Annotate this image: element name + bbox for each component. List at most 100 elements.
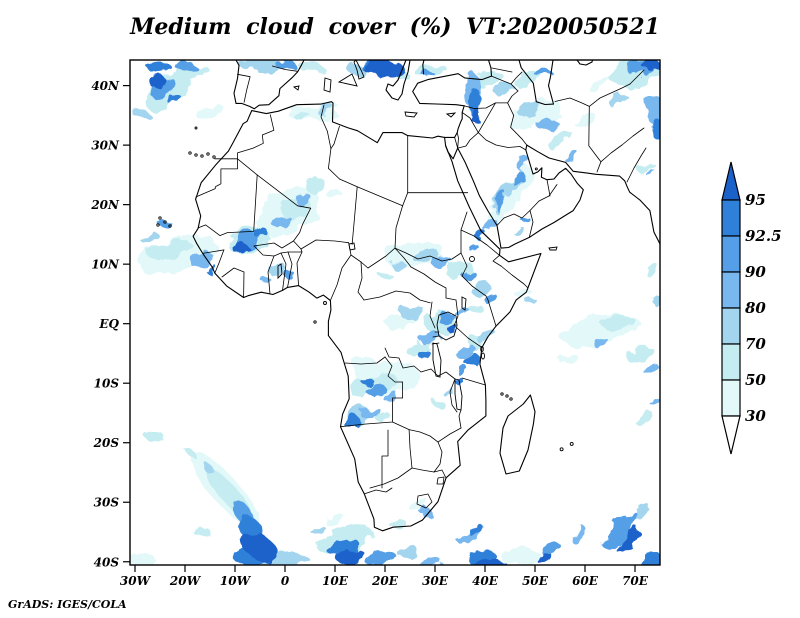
cloud-blob — [327, 191, 343, 199]
colorbar-label: 50 — [745, 371, 766, 389]
attribution: GrADS: IGES/COLA — [8, 598, 127, 611]
arabia-coastline — [445, 144, 584, 249]
cloud-blob — [560, 355, 580, 365]
map-svg: 40N 30N 20N 10N EQ 10S 20S 30S 40S 30W 20W 10W 0 10E… — [90, 59, 661, 588]
cloud-blob — [538, 119, 558, 131]
cloud-blob — [588, 78, 612, 92]
cloud-blob — [483, 219, 497, 231]
cloud-blob — [467, 242, 477, 250]
cloud-blob — [316, 105, 336, 115]
balearic-island — [292, 85, 300, 91]
colorbar-band — [721, 379, 741, 417]
cloud-blob — [602, 511, 638, 549]
cape-verde-island — [168, 224, 172, 228]
cloud-blob — [471, 107, 479, 123]
lon-tick-label: 20W — [169, 574, 202, 588]
levant-turkey-coastline — [412, 60, 493, 138]
cloud-blob — [274, 60, 294, 67]
cloud-blob — [616, 527, 640, 553]
cloud-blob — [518, 102, 542, 118]
cloud-blob — [648, 395, 660, 405]
cloud-blob — [464, 353, 480, 367]
lat-tick-label: 10N — [91, 258, 120, 272]
cloud-blob — [296, 60, 324, 72]
cloud-blob — [638, 553, 660, 565]
cloud-blob — [525, 296, 535, 304]
cloud-blob — [204, 264, 216, 272]
cloud-blob — [366, 552, 398, 565]
mauritius-island — [569, 441, 574, 446]
africa-coastline — [192, 101, 542, 532]
cloud-blob — [435, 401, 445, 409]
cloud-blob — [477, 328, 495, 344]
cloud-blob — [476, 71, 504, 89]
cloud-blob — [310, 525, 326, 535]
cloud-blob — [592, 337, 608, 347]
socotra-island — [548, 246, 558, 251]
cloud-blob — [400, 305, 424, 319]
colorbar-arrow-bottom — [721, 415, 741, 455]
cloud-blob — [467, 304, 483, 312]
colorbar-label: 30 — [745, 407, 766, 425]
cloud-blob — [305, 178, 325, 192]
colorbar-label: 92.5 — [745, 227, 782, 245]
reunion-island — [559, 447, 564, 452]
cloud-blob — [540, 541, 560, 555]
madagascar-coastline — [499, 394, 536, 475]
cloud-blob — [463, 271, 477, 281]
crete-island — [404, 111, 418, 118]
cloud-blob — [200, 460, 216, 476]
zanzibar-island — [481, 352, 485, 360]
cloud-blob — [642, 60, 658, 70]
lon-tick-label: 50E — [522, 574, 549, 588]
cloud-blob — [455, 379, 465, 385]
pemba-island — [480, 346, 484, 352]
cloud-blob — [563, 149, 577, 161]
cloud-blob — [485, 295, 499, 305]
sicily-island — [337, 73, 358, 87]
cloud-blob — [255, 229, 269, 239]
bioko-island — [323, 301, 327, 305]
cloud-shading-layer — [130, 60, 660, 565]
cloud-blob — [518, 158, 532, 172]
cloud-blob — [458, 367, 470, 377]
cloud-blob — [392, 521, 408, 531]
cloud-blob — [148, 62, 172, 74]
cloud-blob — [536, 552, 552, 564]
cloud-blob — [261, 277, 271, 283]
cloud-blob — [627, 345, 653, 363]
cloud-blob — [495, 193, 509, 211]
cyprus-island — [445, 112, 457, 118]
cloud-blob — [241, 533, 279, 563]
lon-tick-label: 0 — [281, 574, 290, 588]
cloud-blob — [398, 546, 418, 558]
cloud-blob — [374, 411, 390, 421]
bahrain-island — [534, 167, 538, 171]
madeira-island — [194, 126, 198, 130]
latitude-axis: 40N 30N 20N 10N EQ 10S 20S 30S 40S — [90, 79, 130, 569]
cloud-blob — [325, 514, 345, 526]
cloud-blob — [130, 554, 156, 565]
cloud-blob — [183, 446, 197, 458]
lake-tana — [469, 256, 475, 262]
lat-tick-label: 20N — [90, 198, 120, 212]
lon-tick-label: 20E — [371, 574, 399, 588]
lon-tick-label: 30W — [120, 574, 152, 588]
cloud-blob — [636, 160, 654, 172]
cloud-blob — [336, 548, 364, 564]
cloud-blob — [420, 331, 440, 345]
colorbar-band — [721, 199, 741, 237]
cloud-blob — [418, 557, 442, 565]
cape-verde-island — [163, 220, 167, 224]
lat-tick-label: 30N — [91, 139, 120, 153]
cloud-blob — [637, 413, 655, 427]
cloud-blob — [360, 406, 380, 418]
lon-tick-label: 60E — [572, 574, 599, 588]
cloud-blob — [172, 64, 208, 80]
cloud-blob — [472, 283, 492, 297]
cloud-blob — [190, 253, 214, 267]
cloud-blob — [602, 314, 634, 330]
iberia-coastline — [233, 60, 305, 110]
cloud-blob — [366, 384, 386, 396]
lon-tick-label: 10W — [220, 574, 252, 588]
